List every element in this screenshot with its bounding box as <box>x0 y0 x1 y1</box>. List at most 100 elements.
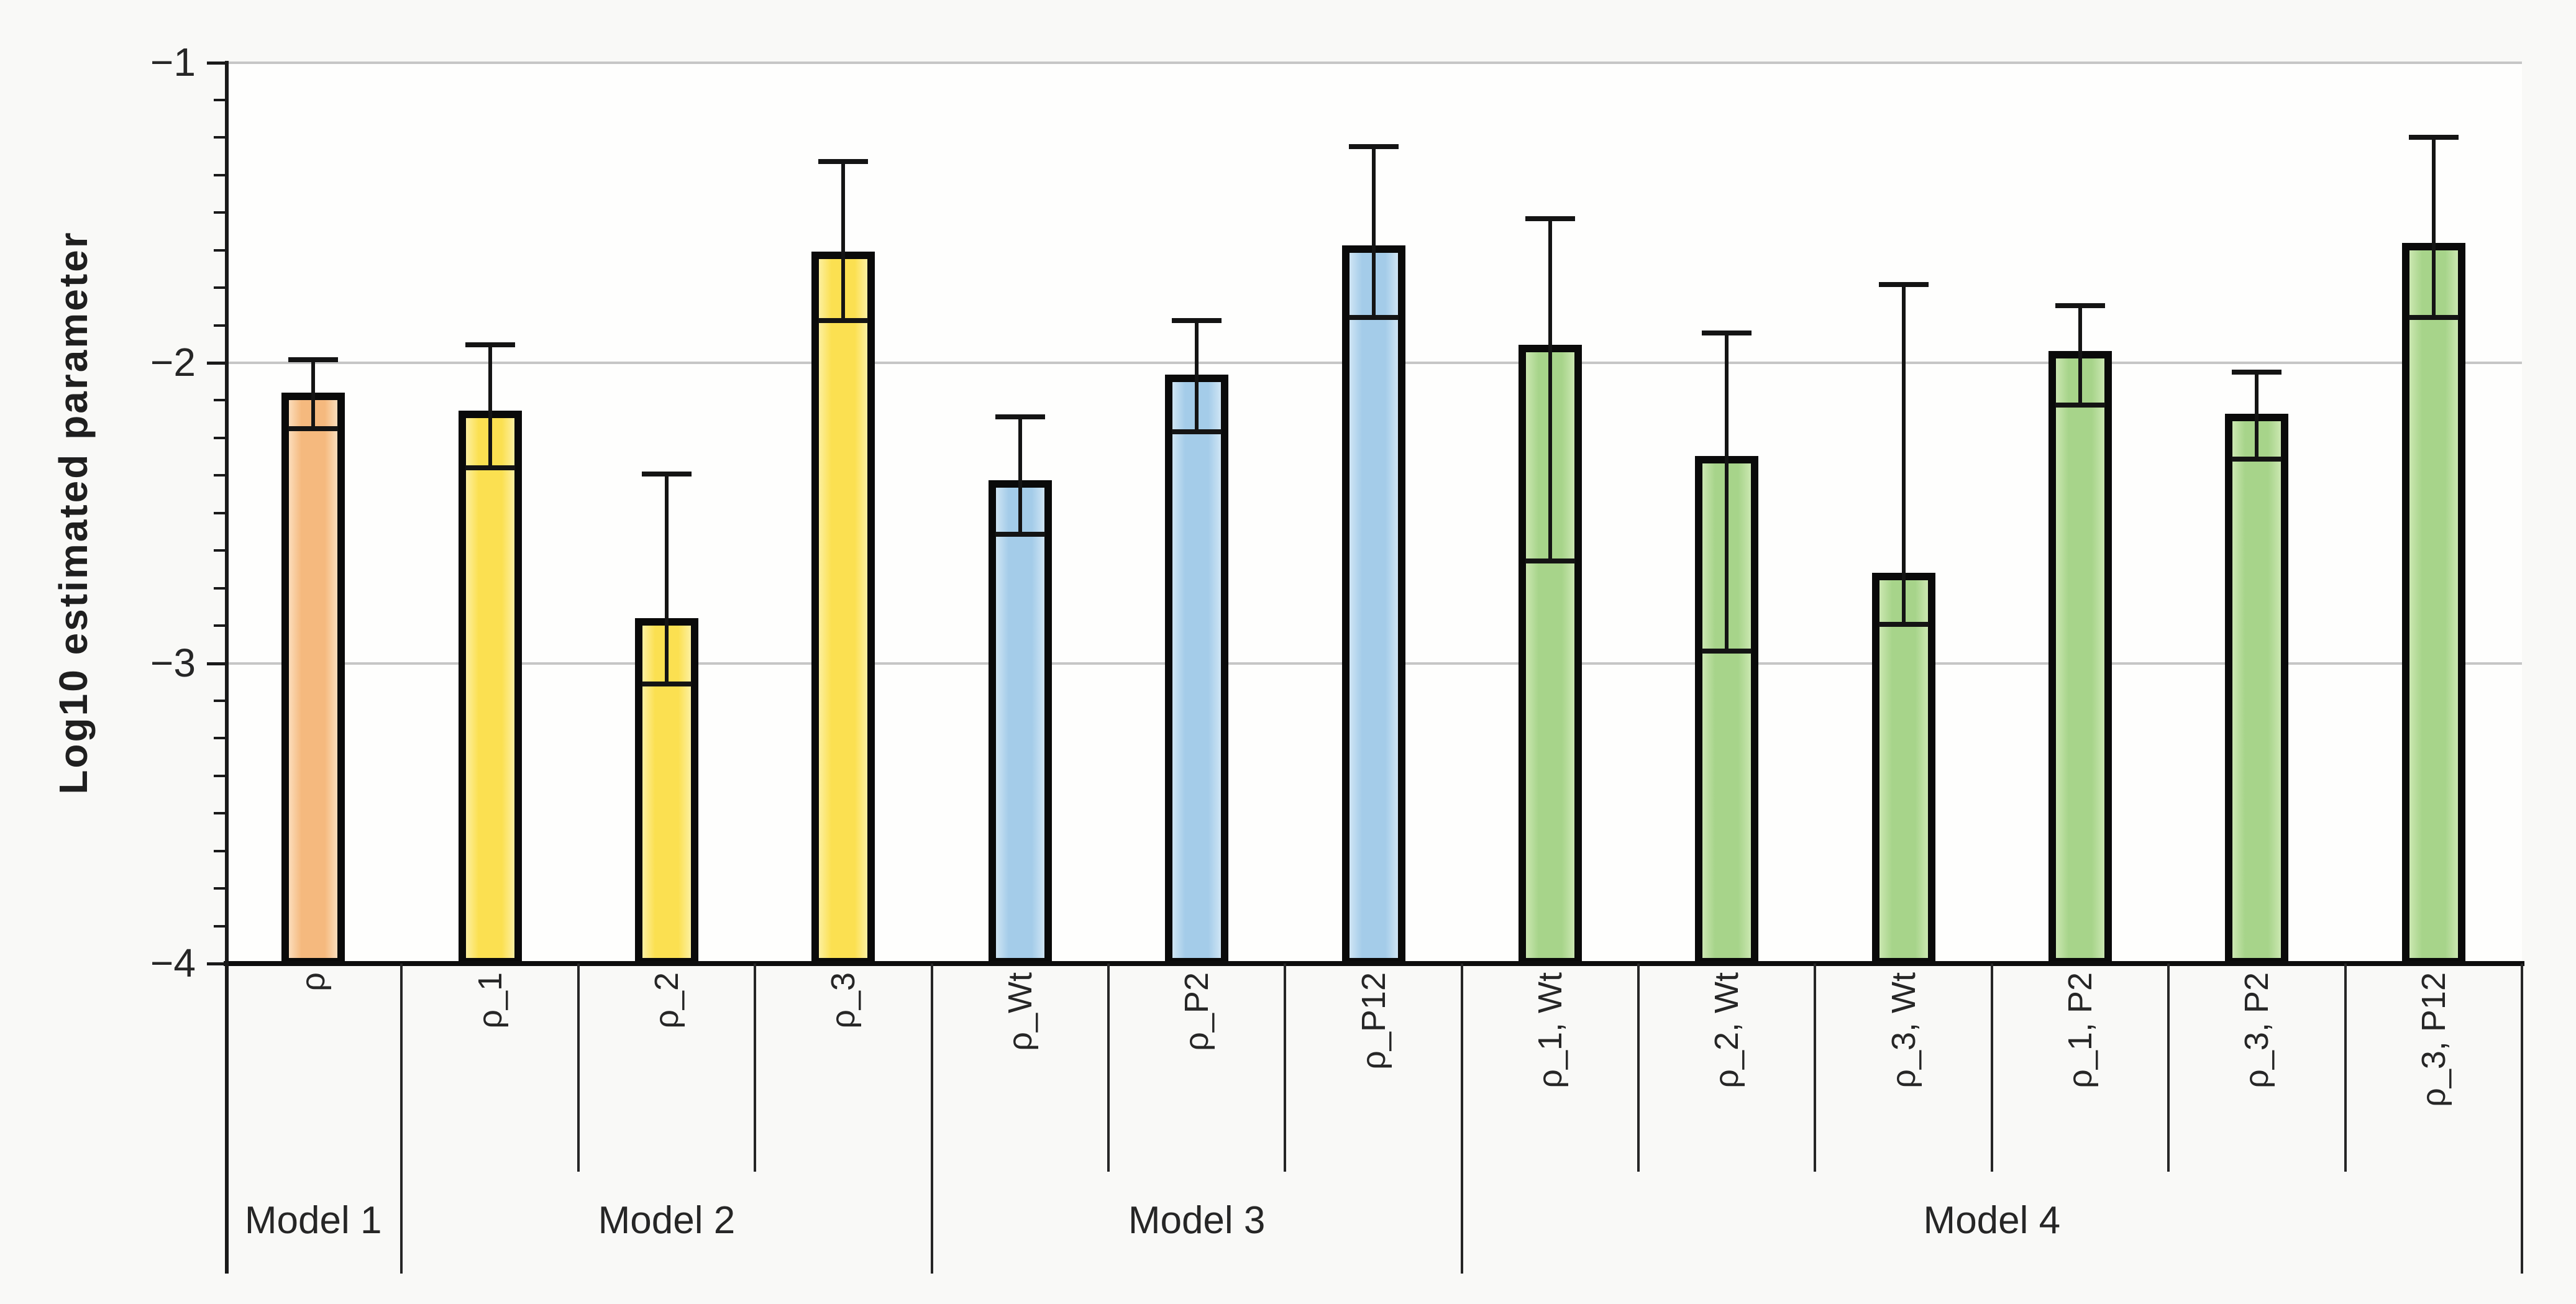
error-bar-cap-top <box>1525 216 1575 221</box>
category-label: ρ_3, Wt <box>1884 972 1922 1088</box>
error-bar-cap-top <box>641 471 692 476</box>
y-axis <box>225 61 229 1274</box>
y-minor-tick <box>214 436 227 439</box>
error-bar <box>311 360 316 429</box>
y-minor-tick <box>214 324 227 327</box>
model-group-label: Model 3 <box>1128 1199 1266 1242</box>
error-bar-cap-bottom <box>2232 456 2282 462</box>
error-bar-cap-top <box>1878 282 1929 288</box>
model-divider <box>2521 964 2523 1274</box>
error-bar-cap-bottom <box>1702 649 1752 654</box>
error-bar-cap-top <box>288 357 339 363</box>
y-gridline <box>225 61 2522 64</box>
y-major-tick <box>207 61 227 65</box>
y-minor-tick <box>214 774 227 777</box>
y-minor-tick <box>214 399 227 402</box>
category-label: ρ_P12 <box>1354 972 1392 1070</box>
error-bar <box>488 344 492 468</box>
error-bar-cap-bottom <box>2408 315 2459 321</box>
error-bar-cap-top <box>995 414 1045 420</box>
bar <box>811 252 875 965</box>
bar <box>2401 242 2465 965</box>
y-minor-tick <box>214 136 227 139</box>
bar <box>1165 375 1229 965</box>
category-divider <box>1284 964 1287 1172</box>
error-bar-cap-bottom <box>1525 559 1575 564</box>
category-label: ρ_P2 <box>1178 972 1216 1051</box>
error-bar <box>664 473 669 685</box>
error-bar <box>1725 332 1729 652</box>
error-bar-cap-top <box>2408 135 2459 140</box>
category-label: ρ_1, P2 <box>2062 972 2099 1088</box>
error-bar <box>2431 137 2436 318</box>
error-bar-cap-top <box>1702 330 1752 335</box>
y-minor-tick <box>214 211 227 214</box>
category-divider <box>2167 964 2170 1172</box>
bar <box>281 393 345 965</box>
error-bar <box>1901 285 1906 624</box>
y-major-tick <box>207 662 227 665</box>
y-minor-tick <box>214 511 227 514</box>
y-minor-tick <box>214 849 227 852</box>
category-label: ρ_Wt <box>1001 972 1039 1051</box>
model-group-label: Model 4 <box>1923 1199 2061 1242</box>
model-group-label: Model 2 <box>598 1199 736 1242</box>
error-bar-cap-top <box>2232 369 2282 375</box>
category-divider <box>2344 964 2347 1172</box>
y-tick-label: −2 <box>150 340 196 385</box>
category-divider <box>1990 964 1993 1172</box>
y-minor-tick <box>214 248 227 252</box>
error-bar-cap-top <box>465 342 515 347</box>
category-divider <box>1107 964 1110 1172</box>
y-minor-tick <box>214 699 227 702</box>
category-label: ρ_1 <box>471 972 509 1029</box>
error-bar-cap-bottom <box>288 426 339 432</box>
y-minor-tick <box>214 924 227 928</box>
error-bar <box>2078 306 2083 405</box>
error-bar-cap-bottom <box>818 318 869 324</box>
error-bar <box>1548 218 1552 562</box>
category-label: ρ_3, P2 <box>2238 972 2276 1088</box>
category-divider <box>577 964 580 1172</box>
model-divider <box>400 964 403 1274</box>
y-minor-tick <box>214 737 227 740</box>
bar <box>988 480 1052 965</box>
bar <box>2048 350 2112 965</box>
category-divider <box>754 964 757 1172</box>
y-minor-tick <box>214 286 227 290</box>
error-bar-cap-bottom <box>465 465 515 471</box>
y-minor-tick <box>214 474 227 477</box>
y-minor-tick <box>214 887 227 890</box>
model-divider <box>1460 964 1463 1274</box>
y-minor-tick <box>214 173 227 176</box>
y-minor-tick <box>214 812 227 815</box>
bar <box>1341 245 1405 965</box>
category-label: ρ_3 <box>824 972 862 1029</box>
category-label: ρ_2 <box>647 972 685 1029</box>
error-bar-cap-bottom <box>1348 315 1399 321</box>
y-tick-label: −4 <box>150 941 196 985</box>
bar <box>1871 573 1935 965</box>
model-group-label: Model 1 <box>244 1199 382 1242</box>
error-bar-cap-top <box>818 159 869 165</box>
error-bar-cap-bottom <box>1172 429 1222 435</box>
category-label: ρ_1, Wt <box>1531 972 1569 1088</box>
error-bar-cap-bottom <box>1878 621 1929 627</box>
error-bar <box>1371 146 1376 318</box>
y-minor-tick <box>214 586 227 590</box>
y-minor-tick <box>214 624 227 627</box>
error-bar-cap-bottom <box>2055 402 2106 408</box>
bar <box>2225 414 2289 965</box>
error-bar <box>2255 372 2259 459</box>
category-label: ρ_2, Wt <box>1708 972 1746 1088</box>
y-minor-tick <box>214 98 227 101</box>
error-bar-cap-bottom <box>995 531 1045 537</box>
category-divider <box>1814 964 1817 1172</box>
category-divider <box>1637 964 1640 1172</box>
y-major-tick <box>207 362 227 365</box>
model-divider <box>930 964 933 1274</box>
error-bar <box>1195 321 1199 432</box>
bar <box>458 411 522 965</box>
